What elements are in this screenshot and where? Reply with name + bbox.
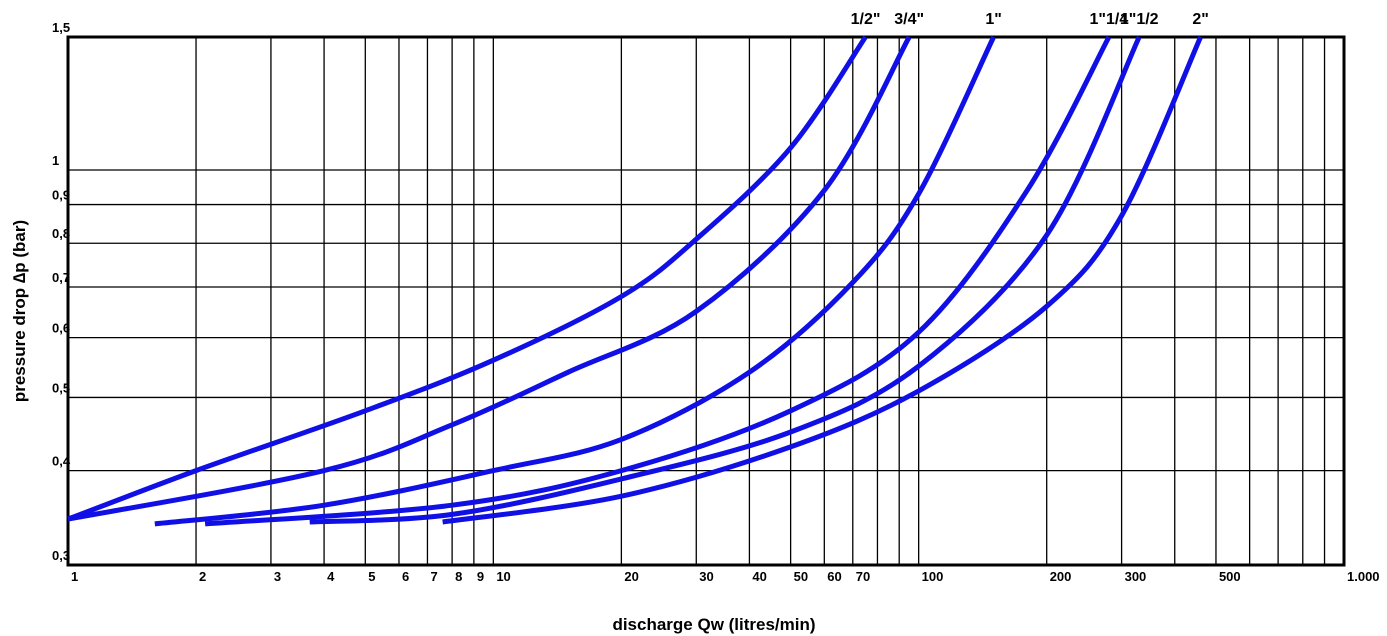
series-label: 1"1/2 [1120,11,1159,28]
series-label: 1"1/4 [1089,11,1128,28]
x-tick-label: 100 [922,569,944,584]
y-tick-label: 1 [52,153,59,168]
series-label: 1/2" [851,11,881,28]
x-tick-label: 5 [368,569,375,584]
y-tick-label: 0,7 [52,270,70,285]
y-tick-label: 0,3 [52,548,70,563]
y-tick-label: 0,8 [52,226,70,241]
x-tick-label: 50 [794,569,808,584]
series-line [67,35,912,522]
x-tick-label: 500 [1219,569,1241,584]
series-labels: 1/2" 3/4" 1" 1"1/41"1/2 2" [851,11,1209,28]
series-line [204,35,1112,527]
x-tick-label: 20 [624,569,638,584]
x-tick-label: 1 [71,569,78,584]
x-tick-label: 8 [455,569,462,584]
x-axis-title: discharge Qw (litres/min) [612,615,815,634]
y-tick-label: 0,6 [52,321,70,336]
x-axis-ticks: 1 2 3 4 5 6 7 8 9 10 20 30 40 50 60 70 100 200 300 500 1.000 [71,569,1380,584]
x-tick-label: 6 [402,569,409,584]
x-tick-label: 200 [1050,569,1072,584]
x-tick-label: 1.000 [1347,569,1380,584]
series-label: 1" [985,11,1001,28]
x-tick-label: 30 [699,569,713,584]
x-tick-label: 4 [327,569,335,584]
y-axis-title: pressure drop ∆p (bar) [10,220,29,402]
y-axis-ticks: 0,3 0,4 0,5 0,6 0,7 0,8 0,9 1 1,5 [52,20,71,563]
series-line [309,35,1142,525]
x-tick-label: 70 [856,569,870,584]
x-tick-label: 300 [1125,569,1147,584]
grid [68,37,1344,565]
x-tick-label: 60 [827,569,841,584]
series-line [154,35,996,527]
series-line [67,35,868,522]
x-tick-label: 3 [274,569,281,584]
series-label: 2" [1192,11,1208,28]
series-curves [67,35,1203,527]
y-tick-label: 0,4 [52,454,71,469]
x-tick-label: 7 [430,569,437,584]
x-tick-label: 9 [477,569,484,584]
plot-frame [66,35,1346,567]
y-tick-label: 0,5 [52,380,70,395]
y-tick-label: 1,5 [52,20,70,35]
series-label: 3/4" [894,11,924,28]
y-tick-label: 0,9 [52,188,70,203]
x-tick-label: 10 [496,569,510,584]
series-line [442,35,1203,525]
x-tick-label: 2 [199,569,206,584]
x-tick-label: 40 [752,569,766,584]
